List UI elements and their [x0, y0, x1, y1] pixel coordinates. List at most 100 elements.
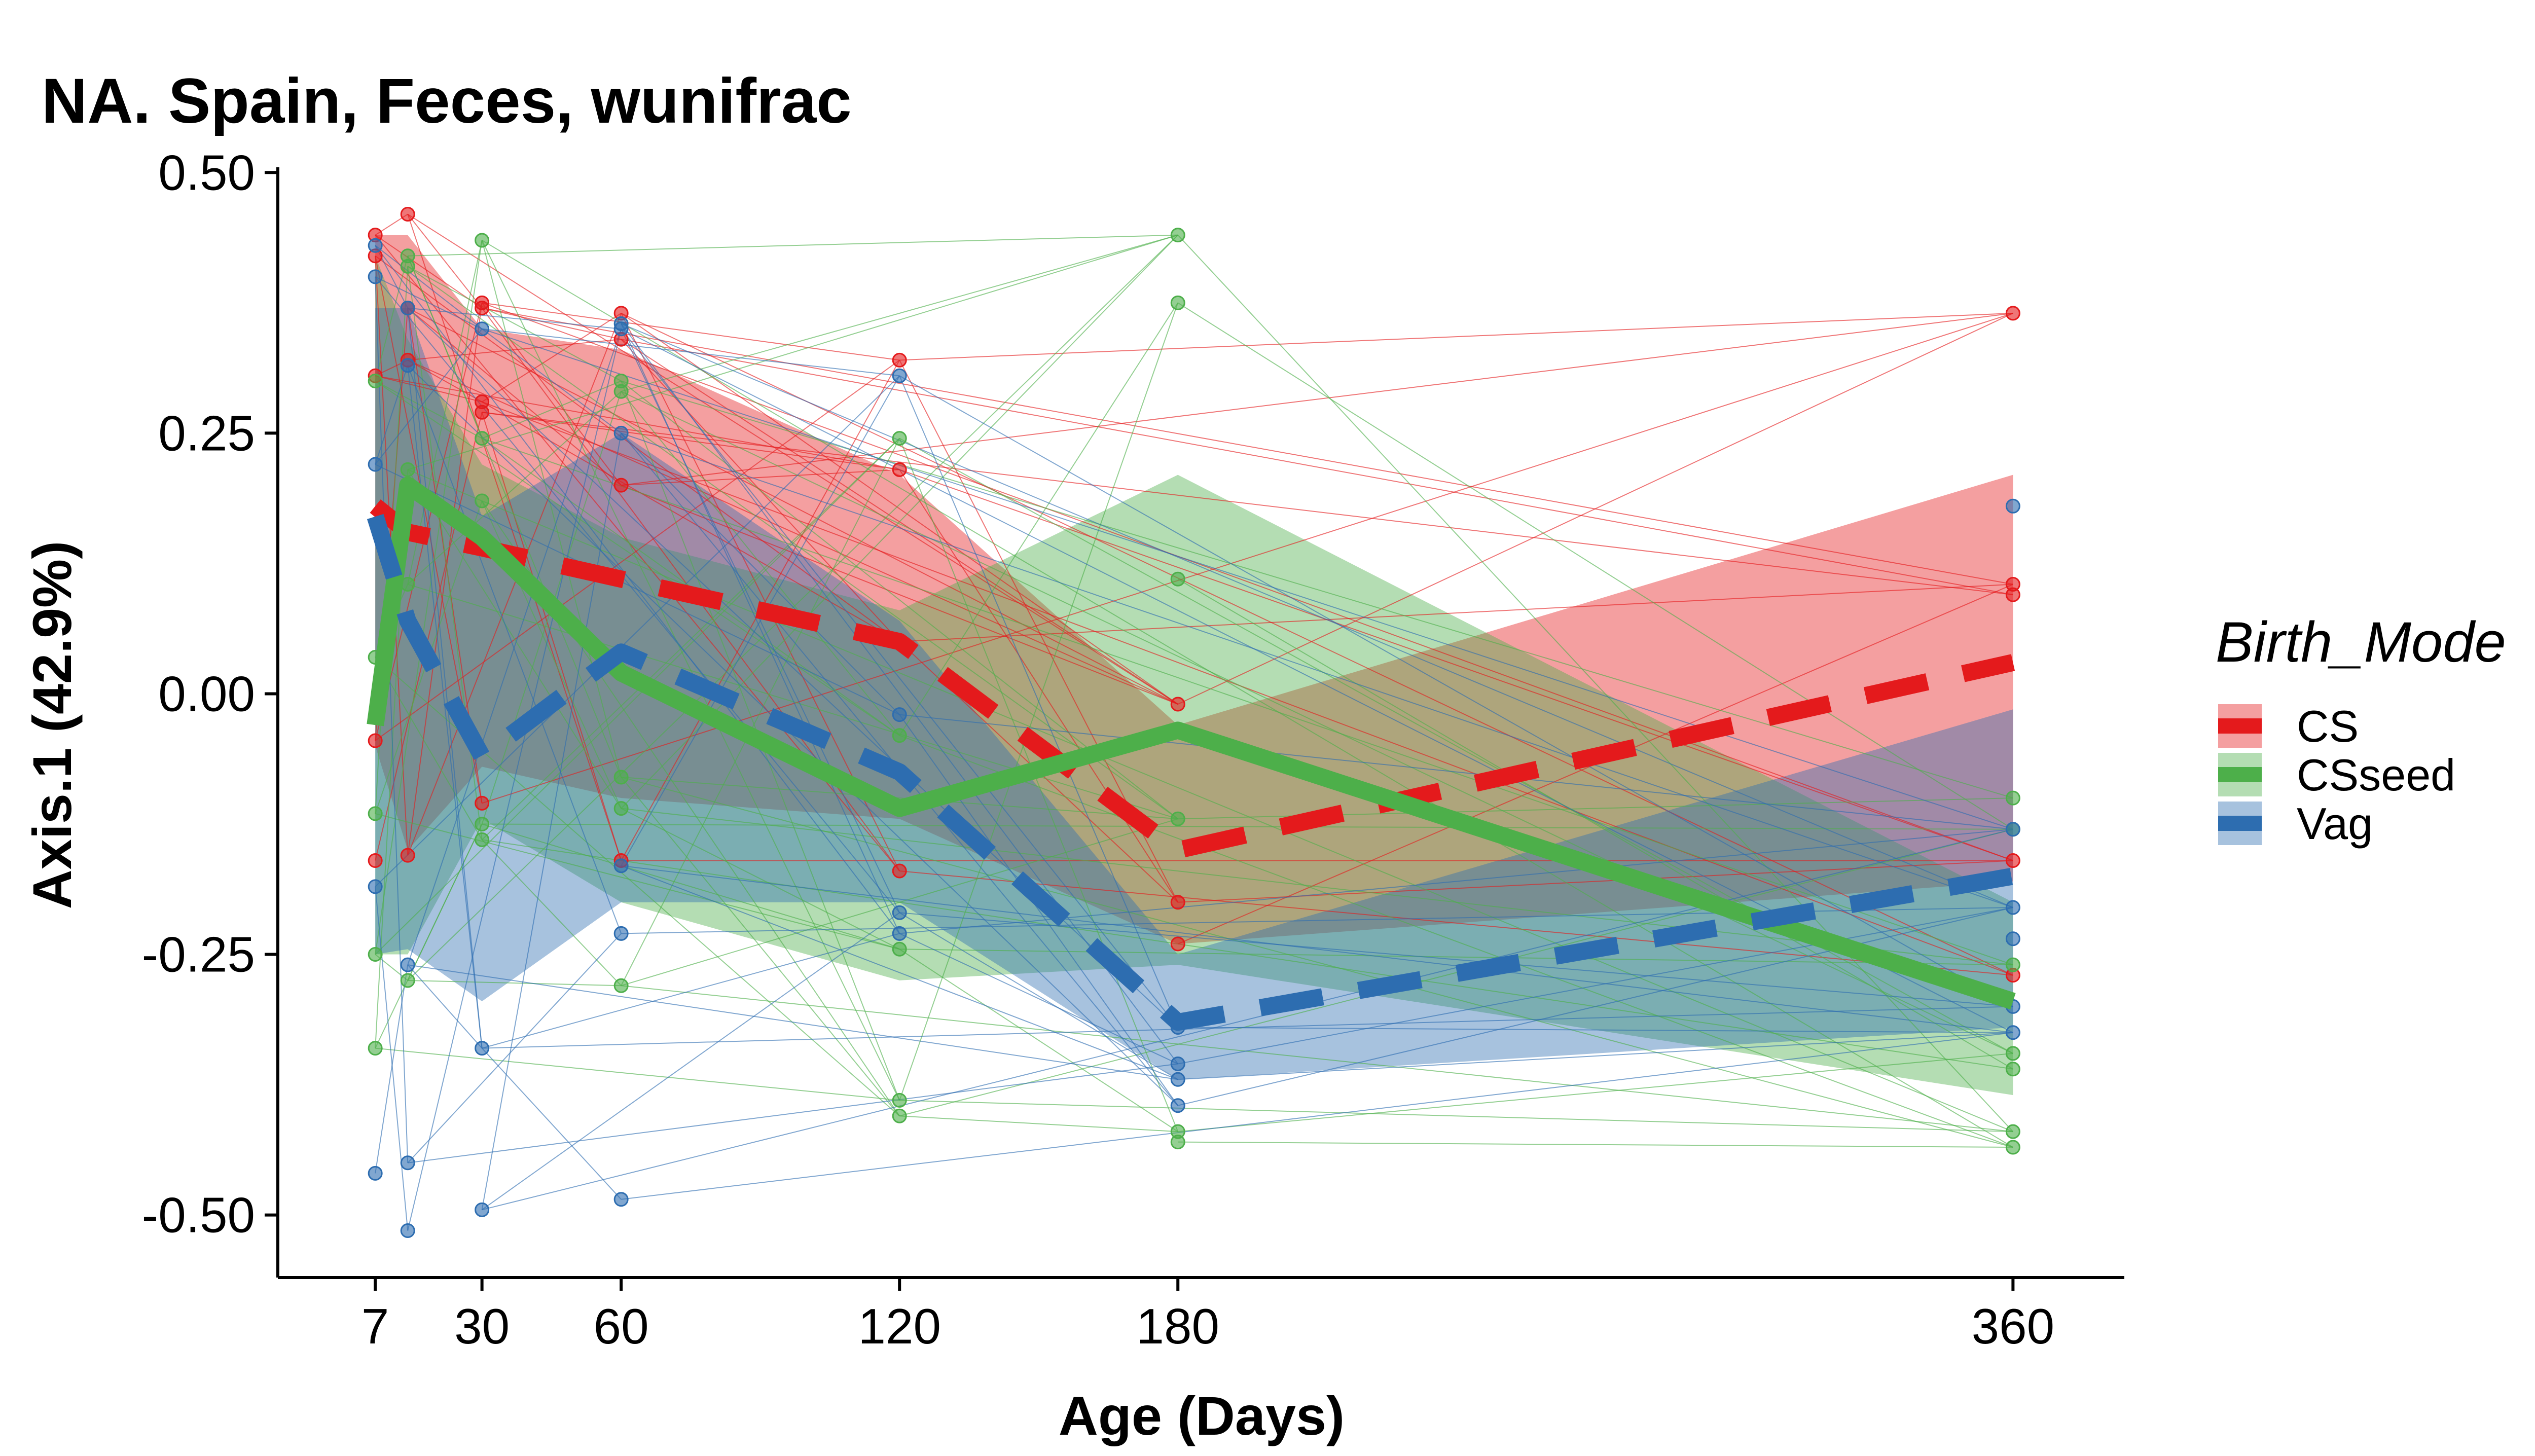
x-tick-label: 60	[594, 1298, 649, 1354]
subject-line	[375, 824, 483, 1049]
subject-line	[621, 432, 900, 715]
subject-line	[1178, 907, 2013, 1065]
subject-line	[407, 213, 483, 309]
subject-line	[408, 1063, 1178, 1163]
subject-line	[481, 240, 622, 778]
subject-line	[482, 302, 900, 361]
data-point-csseed	[368, 374, 383, 389]
data-point-cs	[368, 853, 383, 868]
subject-line	[899, 375, 2013, 1007]
data-point-vag	[892, 926, 907, 941]
subject-line	[482, 828, 2013, 1211]
data-point-vag	[475, 321, 490, 337]
subject-line	[482, 438, 2013, 966]
data-point-csseed	[368, 806, 383, 821]
subject-line	[375, 240, 483, 955]
subject-line	[1178, 1052, 2013, 1133]
subject-line	[375, 1047, 900, 1101]
subject-line	[621, 469, 900, 486]
data-point-cs	[1170, 895, 1185, 910]
data-point-cs	[400, 848, 415, 863]
subject-line	[621, 808, 900, 950]
data-point-csseed	[1170, 811, 1185, 826]
subject-line	[481, 433, 622, 1210]
subject-line	[375, 365, 409, 465]
subject-line	[621, 438, 900, 986]
subject-line	[482, 307, 2013, 585]
subject-line	[375, 380, 900, 736]
data-point-vag	[892, 905, 907, 920]
subject-trajectories	[375, 213, 2014, 1231]
data-point-csseed	[368, 947, 383, 962]
subject-line	[408, 234, 1178, 257]
data-point-csseed	[2005, 1140, 2020, 1155]
data-point-vag	[475, 1202, 490, 1217]
subject-line	[482, 401, 2013, 976]
data-point-cs	[2005, 853, 2020, 868]
data-points	[368, 207, 2020, 1238]
subject-line	[375, 886, 409, 1231]
subject-line	[621, 313, 1178, 705]
data-point-csseed	[892, 1093, 907, 1108]
data-point-csseed	[400, 973, 415, 988]
data-point-vag	[892, 368, 907, 383]
band-cs	[375, 235, 2013, 944]
mean-lines	[367, 477, 2016, 1031]
subject-line	[1178, 1027, 2013, 1033]
data-point-vag	[2005, 1025, 2020, 1040]
subject-line	[408, 979, 622, 987]
x-axis-title: Age (Days)	[1059, 1385, 1345, 1446]
subject-line	[407, 933, 622, 1163]
mean-line-csseed	[367, 477, 2016, 1010]
subject-line	[482, 328, 2013, 830]
subject-line	[621, 329, 1179, 1028]
data-point-vag	[368, 238, 383, 253]
subject-line	[899, 1115, 1178, 1133]
data-point-csseed	[475, 493, 490, 508]
legend-item-cs: CS	[2218, 701, 2359, 751]
subject-line	[481, 1047, 622, 1200]
subject-line	[482, 313, 622, 403]
subject-line	[375, 964, 409, 1174]
subject-line	[899, 933, 1178, 1065]
subject-line	[621, 776, 1178, 820]
legend-label: CS	[2297, 701, 2359, 751]
subject-line	[621, 865, 2013, 1033]
data-point-vag	[368, 457, 383, 472]
subject-line	[482, 412, 2013, 596]
data-point-csseed	[475, 832, 490, 847]
data-point-cs	[892, 462, 907, 477]
subject-line	[899, 949, 2013, 966]
y-tick-label: 0.00	[158, 666, 255, 721]
legend-label: Vag	[2297, 798, 2373, 849]
data-point-vag	[475, 1041, 490, 1056]
subject-line	[375, 813, 900, 950]
subject-line	[621, 1032, 2013, 1200]
y-tick-label: 0.50	[158, 144, 255, 200]
subject-line	[407, 329, 622, 1231]
subject-line	[482, 823, 2013, 830]
y-tick-label: -0.50	[142, 1187, 255, 1243]
data-point-csseed	[2005, 1046, 2020, 1061]
data-point-csseed	[1170, 295, 1185, 310]
data-point-csseed	[475, 431, 490, 446]
data-point-csseed	[475, 233, 490, 248]
data-point-csseed	[613, 770, 629, 785]
subject-line	[481, 302, 622, 486]
subject-line	[899, 912, 2013, 1007]
data-point-csseed	[475, 816, 490, 831]
subject-line	[1178, 860, 2013, 903]
subject-line	[482, 500, 2013, 1133]
subject-line	[408, 339, 622, 361]
data-point-cs	[2005, 306, 2020, 321]
subject-line	[482, 307, 622, 340]
subject-line	[407, 234, 1178, 981]
subject-line	[375, 329, 483, 465]
data-point-cs	[2005, 587, 2020, 602]
subject-line	[621, 777, 900, 1116]
subject-line	[621, 323, 2013, 908]
subject-line	[375, 276, 409, 1163]
subject-line	[621, 808, 2013, 966]
data-point-csseed	[613, 384, 629, 399]
